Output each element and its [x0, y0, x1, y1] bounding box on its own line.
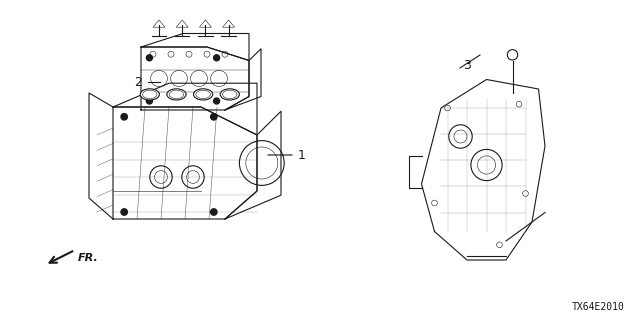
- Circle shape: [211, 114, 217, 120]
- Text: 2: 2: [134, 76, 142, 89]
- Circle shape: [147, 98, 152, 104]
- Ellipse shape: [167, 89, 186, 100]
- Circle shape: [211, 209, 217, 215]
- Ellipse shape: [140, 89, 159, 100]
- Circle shape: [497, 242, 502, 248]
- Ellipse shape: [220, 89, 239, 100]
- Circle shape: [121, 114, 127, 120]
- Circle shape: [445, 105, 451, 111]
- Circle shape: [523, 191, 529, 196]
- Text: TX64E2010: TX64E2010: [572, 302, 625, 312]
- Circle shape: [121, 209, 127, 215]
- Text: 3: 3: [463, 59, 471, 71]
- Circle shape: [516, 101, 522, 107]
- Circle shape: [214, 98, 220, 104]
- Text: FR.: FR.: [78, 253, 99, 263]
- Circle shape: [214, 55, 220, 61]
- Circle shape: [147, 55, 152, 61]
- Ellipse shape: [193, 89, 212, 100]
- Text: 1: 1: [298, 148, 306, 162]
- Circle shape: [431, 200, 437, 206]
